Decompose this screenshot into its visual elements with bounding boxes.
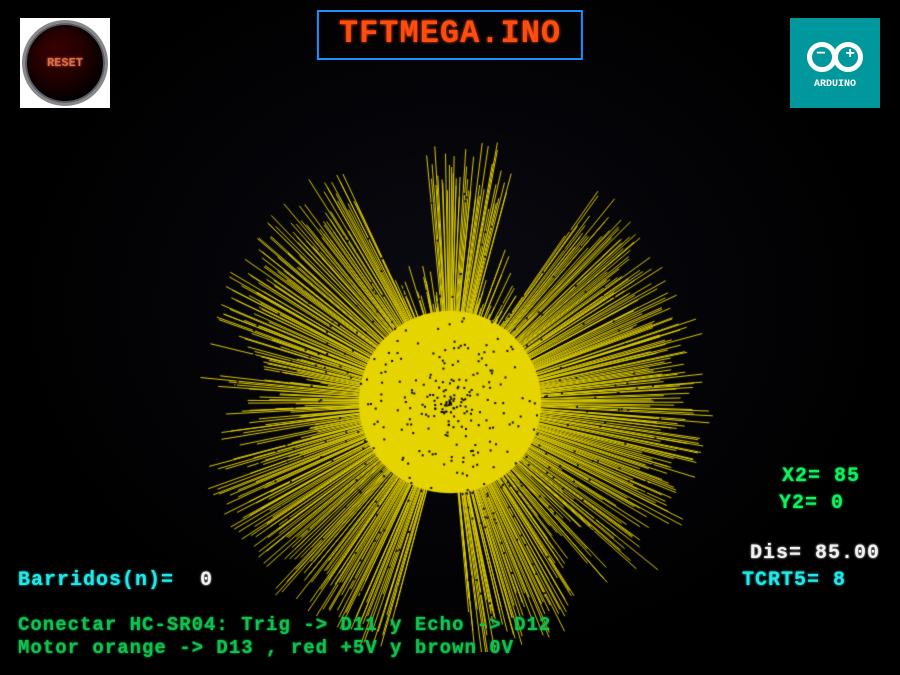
dis-readout: Dis= 85.00 — [750, 542, 880, 565]
x2-readout: X2= 85 — [782, 465, 860, 488]
barridos-readout: Barridos(n)= 0 — [18, 569, 213, 592]
footer-help: Conectar HC-SR04: Trig -> D11 y Echo -> … — [18, 614, 551, 662]
tcrt5-readout: TCRT5= 8 — [742, 569, 846, 592]
x2-value: 85 — [834, 465, 860, 488]
tcrt5-value: 8 — [833, 569, 846, 592]
barridos-label: Barridos(n)= — [18, 569, 174, 592]
y2-readout: Y2= 0 — [779, 492, 844, 515]
dis-label: Dis= — [750, 542, 802, 565]
y2-value: 0 — [831, 492, 844, 515]
dis-value: 85.00 — [815, 542, 880, 565]
x2-label: X2= — [782, 465, 821, 488]
tcrt5-label: TCRT5= — [742, 569, 820, 592]
barridos-value: 0 — [200, 569, 213, 592]
reset-button[interactable]: RESET — [25, 23, 105, 103]
title-box: TFTMEGA.INO — [317, 10, 583, 60]
tft-screen: TFTMEGA.INO RESET −+ ARDUINO X2= 85 Y2= … — [0, 0, 900, 675]
arduino-infinity-icon: −+ — [805, 37, 865, 77]
title-text: TFTMEGA.INO — [339, 15, 561, 52]
footer-line1: Conectar HC-SR04: Trig -> D11 y Echo -> … — [18, 614, 551, 638]
reset-label: RESET — [47, 56, 83, 70]
y2-label: Y2= — [779, 492, 818, 515]
reset-corner: RESET — [20, 18, 110, 108]
arduino-label: ARDUINO — [814, 79, 856, 90]
arduino-logo: −+ ARDUINO — [790, 18, 880, 108]
radar-plot — [170, 132, 730, 652]
footer-line2: Motor orange -> D13 , red +5V y brown 0V — [18, 637, 551, 661]
